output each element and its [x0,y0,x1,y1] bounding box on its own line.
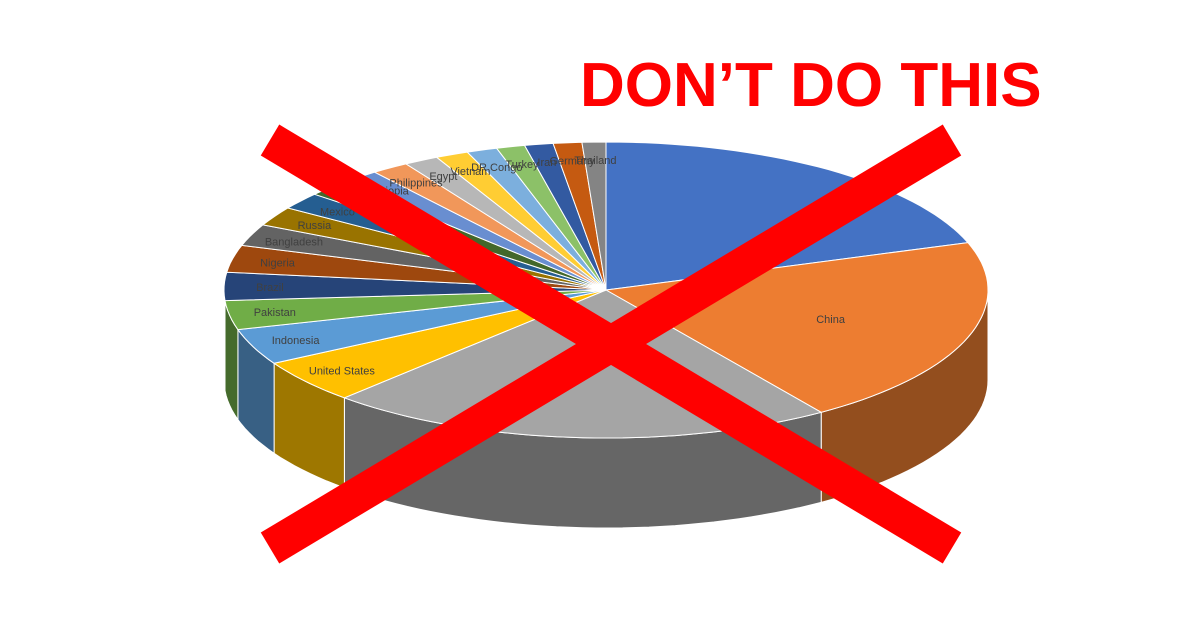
slice-label: Indonesia [272,335,321,347]
slice-label: China [816,314,846,326]
slice-label: Russia [298,220,333,232]
slice-label: Nigeria [260,257,296,269]
pie-slice-side [224,290,225,391]
slice-label: Thailand [574,155,616,167]
slice-label: Pakistan [254,307,296,319]
slice-label: Turkey [505,159,539,171]
slice-label: Brazil [256,282,284,294]
warning-title: DON’T DO THIS [580,50,1042,121]
slice-label: United States [309,366,376,378]
slice-label: Bangladesh [265,237,323,249]
